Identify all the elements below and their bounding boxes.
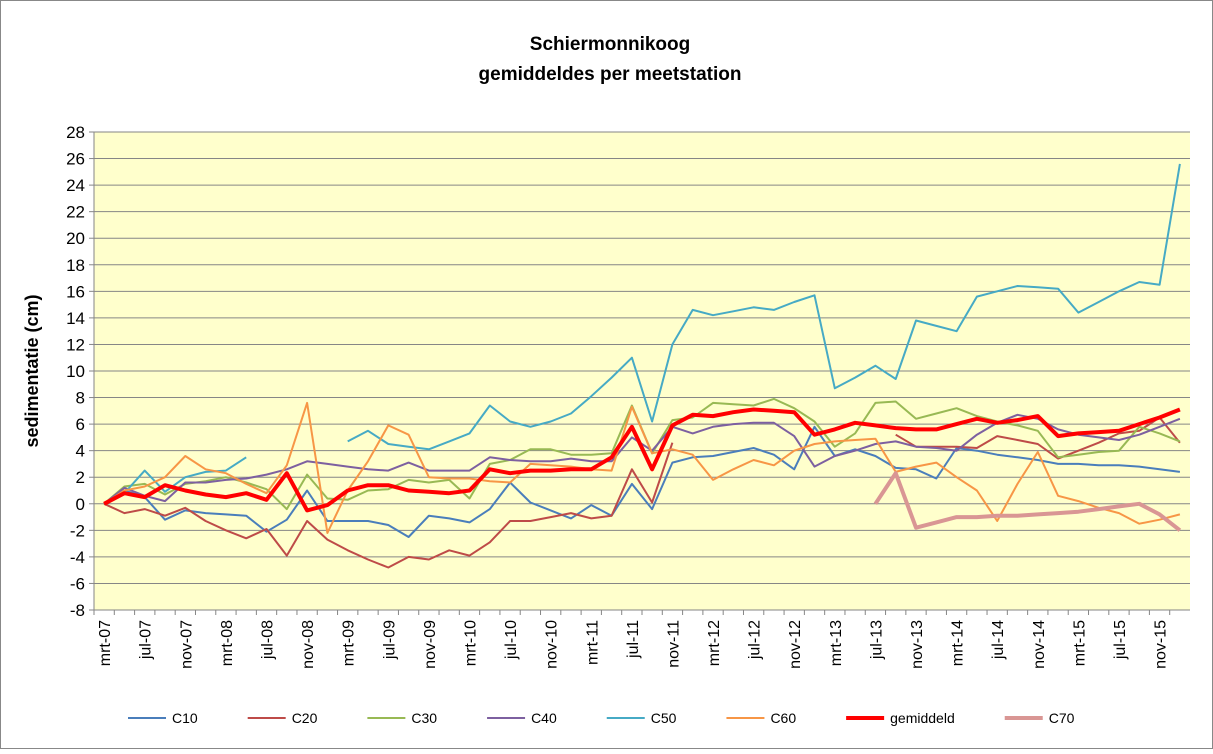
- y-tick-label: 2: [76, 468, 85, 487]
- x-tick-label: jul-08: [260, 620, 277, 660]
- legend-label: C60: [770, 710, 796, 726]
- x-tick-label: mrt-09: [341, 620, 358, 666]
- x-tick-label: nov-08: [300, 620, 317, 669]
- x-tick-label: mrt-08: [219, 620, 236, 666]
- x-tick-label: jul-10: [503, 620, 520, 660]
- legend-label: gemiddeld: [890, 710, 955, 726]
- y-tick-label: 20: [66, 229, 85, 248]
- x-tick-label: nov-12: [787, 620, 804, 669]
- y-tick-label: 26: [66, 150, 85, 169]
- x-tick-label: nov-07: [178, 620, 195, 669]
- series-line: [873, 471, 1182, 532]
- x-tick-label: jul-11: [625, 620, 642, 659]
- x-tick-label: jul-13: [868, 620, 885, 660]
- y-tick-label: 28: [66, 123, 85, 142]
- x-tick-label: nov-15: [1153, 620, 1170, 669]
- x-tick-label: jul-15: [1112, 620, 1129, 660]
- x-tick-label: mrt-14: [950, 620, 967, 666]
- x-tick-label: mrt-15: [1071, 620, 1088, 666]
- y-tick-label: -4: [70, 548, 85, 567]
- y-tick-label: 10: [66, 362, 85, 381]
- x-tick-label: mrt-12: [706, 620, 723, 666]
- y-tick-label: 14: [66, 309, 85, 328]
- legend-label: C50: [651, 710, 677, 726]
- x-tick-label: jul-09: [381, 620, 398, 660]
- x-tick-label: mrt-11: [584, 620, 601, 665]
- y-tick-label: 24: [66, 176, 85, 195]
- chart-title: Schiermonnikoog: [530, 34, 690, 55]
- y-tick-label: 6: [76, 415, 85, 434]
- y-tick-label: -6: [70, 574, 85, 593]
- legend-label: C70: [1049, 710, 1075, 726]
- x-tick-label: jul-12: [747, 620, 764, 660]
- y-tick-label: 0: [76, 495, 85, 514]
- y-tick-label: 8: [76, 389, 85, 408]
- x-tick-label: mrt-10: [462, 620, 479, 666]
- x-tick-label: jul-14: [990, 620, 1007, 660]
- x-tick-label: jul-07: [138, 620, 155, 660]
- series-line: [103, 425, 1181, 538]
- y-tick-label: 12: [66, 335, 85, 354]
- series-line: [103, 407, 1181, 513]
- x-tick-label: nov-10: [544, 620, 561, 669]
- legend-label: C10: [172, 710, 198, 726]
- y-tick-label: -8: [70, 601, 85, 620]
- legend-label: C30: [411, 710, 437, 726]
- x-tick-label: nov-11: [665, 620, 682, 668]
- x-tick-label: mrt-13: [828, 620, 845, 666]
- y-tick-label: 4: [76, 442, 85, 461]
- x-tick-label: mrt-07: [97, 620, 114, 666]
- x-tick-label: nov-13: [909, 620, 926, 669]
- y-axis-label: sedimentatie (cm): [22, 294, 42, 447]
- y-tick-label: -2: [70, 521, 85, 540]
- chart-subtitle: gemiddeldes per meetstation: [479, 64, 742, 85]
- x-tick-label: nov-14: [1031, 620, 1048, 669]
- y-tick-label: 18: [66, 256, 85, 275]
- legend-label: C20: [292, 710, 318, 726]
- series-line: [103, 416, 1181, 569]
- y-tick-label: 16: [66, 282, 85, 301]
- y-tick-label: 22: [66, 203, 85, 222]
- x-tick-label: nov-09: [422, 620, 439, 669]
- legend-label: C40: [531, 710, 557, 726]
